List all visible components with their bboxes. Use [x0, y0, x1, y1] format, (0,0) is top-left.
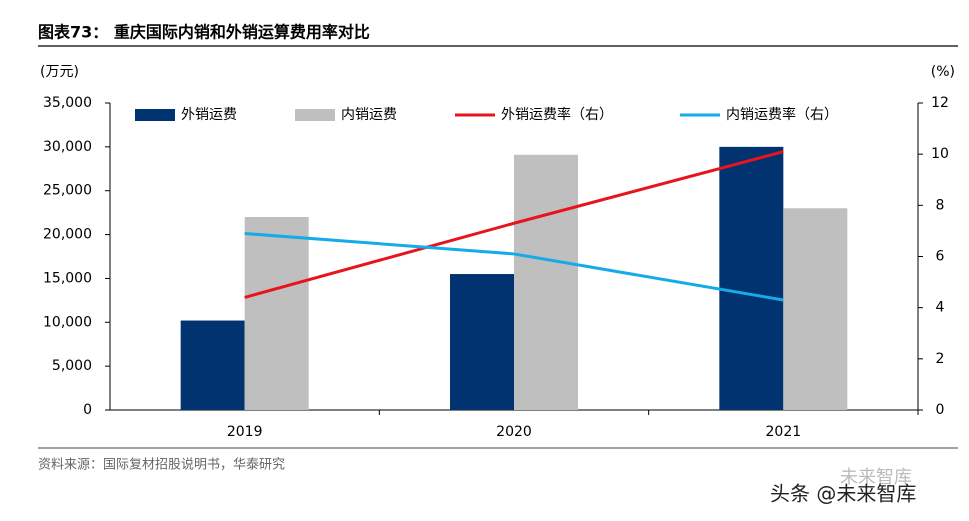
legend-swatch [295, 109, 335, 121]
y-tick-label: 0 [83, 402, 92, 418]
y-tick-label: 10,000 [43, 314, 92, 330]
y-axis-label: (万元) [40, 64, 79, 80]
bar [719, 146, 784, 410]
bar [180, 320, 245, 410]
watermark: 头条 @未来智库 [770, 482, 916, 506]
legend-label: 内销运费 [341, 107, 397, 123]
y2-tick-label: 0 [936, 402, 945, 418]
x-tick-label: 2019 [227, 424, 263, 440]
y-tick-label: 30,000 [43, 139, 92, 155]
y2-tick-label: 4 [936, 300, 945, 316]
bar [450, 274, 514, 410]
y2-tick-label: 6 [936, 249, 945, 265]
bar [244, 217, 309, 410]
line [244, 231, 784, 302]
y2-tick-label: 8 [936, 197, 945, 213]
y-tick-label: 20,000 [43, 227, 92, 243]
bar [514, 154, 578, 410]
watermark: 未来智库 [840, 467, 912, 488]
legend-label: 外销运费率（右） [501, 106, 613, 123]
bar [783, 208, 848, 410]
line [244, 150, 784, 299]
legend-label: 外销运费 [181, 107, 237, 123]
y2-axis-label: (%) [931, 64, 955, 80]
y2-tick-label: 12 [931, 95, 949, 111]
chart-title: 图表73： 重庆国际内销和外销运算费用率对比 [38, 23, 370, 42]
legend-swatch [135, 109, 175, 121]
y-tick-label: 5,000 [52, 358, 92, 374]
y2-tick-label: 2 [936, 351, 945, 367]
y-tick-label: 15,000 [43, 270, 92, 286]
source: 资料来源：国际复材招股说明书，华泰研究 [38, 458, 285, 473]
x-tick-label: 2020 [496, 424, 532, 440]
y-tick-label: 35,000 [43, 95, 92, 111]
x-tick-label: 2021 [766, 424, 802, 440]
legend-label: 内销运费率（右） [726, 106, 838, 123]
y2-tick-label: 10 [931, 146, 949, 162]
y-tick-label: 25,000 [43, 183, 92, 199]
